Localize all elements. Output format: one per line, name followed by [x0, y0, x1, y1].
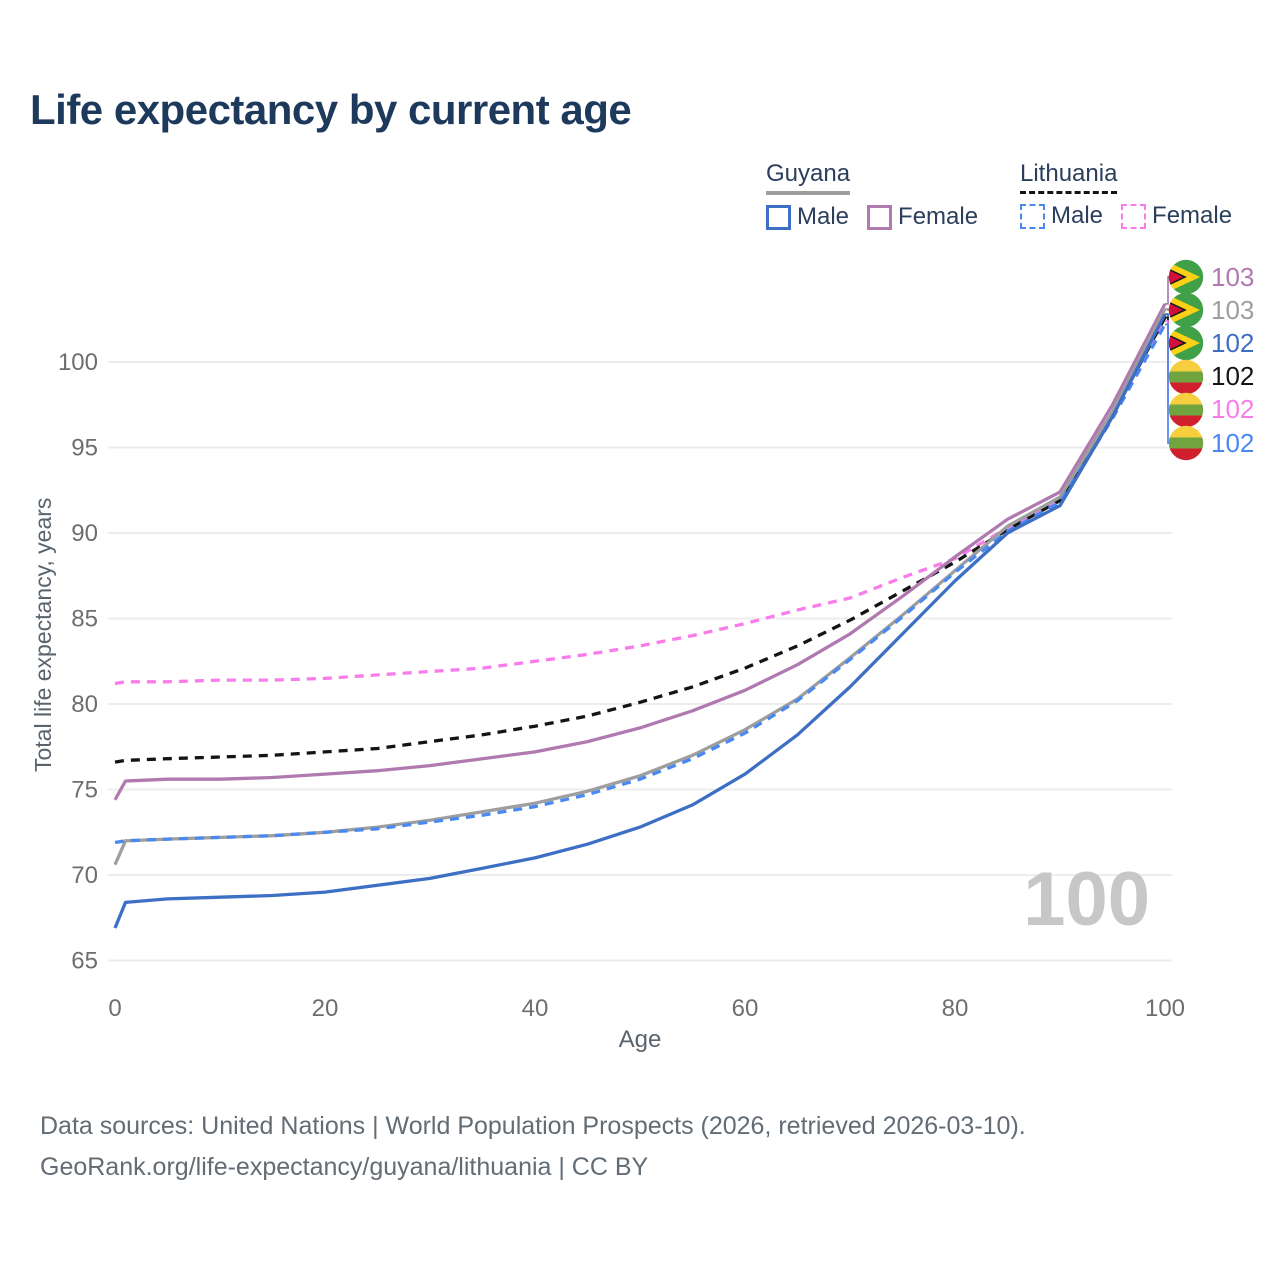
legend-label-lithuania-female: Female: [1152, 202, 1233, 229]
end-label-guyana_male: 102: [1168, 325, 1254, 361]
x-tick-100: 100: [1145, 995, 1185, 1022]
flag-lithuania-icon: [1168, 359, 1204, 394]
legend-label-guyana-female: Female: [898, 203, 979, 230]
legend-item-lithuania-female[interactable]: Female: [1121, 202, 1232, 230]
x-tick-80: 80: [942, 995, 969, 1022]
end-label-lithuania_female: 102: [1168, 392, 1254, 428]
x-tick-0: 0: [108, 995, 121, 1022]
series-line-lithuania_female[interactable]: [114, 320, 1167, 686]
end-label-lithuania_male: 102: [1168, 425, 1254, 461]
legend-header-guyana: Guyana: [766, 160, 851, 195]
legend-group-guyana: Guyana Male Female: [766, 160, 978, 231]
legend-swatch-guyana-male: [766, 204, 791, 230]
series-line-guyana_female[interactable]: [113, 303, 1167, 801]
legend-item-guyana-male[interactable]: Male: [766, 203, 849, 231]
flag-lithuania-icon: [1168, 425, 1204, 461]
series-line-lithuania_male[interactable]: [114, 323, 1167, 845]
footer-data-sources: Data sources: United Nations | World Pop…: [40, 1112, 1026, 1140]
y-tick-80: 80: [71, 691, 98, 718]
y-tick-70: 70: [71, 862, 98, 889]
end-value-guyana_male: 102: [1211, 327, 1255, 358]
legend-header-lithuania: Lithuania: [1020, 160, 1118, 194]
watermark-age-100: 100: [1023, 857, 1150, 942]
legend-swatch-lithuania-male: [1020, 203, 1045, 229]
x-tick-20: 20: [312, 995, 339, 1022]
legend-label-guyana-male: Male: [797, 203, 850, 230]
end-value-lithuania_male: 102: [1211, 427, 1255, 458]
y-tick-85: 85: [71, 606, 98, 633]
flag-guyana-icon: [1168, 292, 1204, 328]
end-value-lithuania_total: 102: [1211, 361, 1255, 392]
legend-item-lithuania-male[interactable]: Male: [1020, 202, 1103, 230]
x-tick-60: 60: [732, 995, 759, 1022]
end-value-lithuania_female: 102: [1211, 394, 1255, 425]
y-tick-65: 65: [71, 948, 98, 975]
page-title: Life expectancy by current age: [30, 86, 632, 133]
y-tick-75: 75: [71, 777, 98, 804]
legend-swatch-lithuania-female: [1121, 203, 1147, 229]
y-tick-95: 95: [71, 435, 98, 462]
legend-label-lithuania-male: Male: [1051, 202, 1104, 229]
y-tick-100: 100: [58, 349, 98, 376]
legend-swatch-guyana-female: [867, 204, 893, 230]
end-value-guyana_female: 103: [1211, 261, 1255, 292]
x-axis-title: Age: [618, 1026, 662, 1053]
legend-item-guyana-female[interactable]: Female: [867, 203, 978, 231]
series-line-guyana_male[interactable]: [113, 313, 1167, 929]
series-line-lithuania_total[interactable]: [114, 316, 1167, 764]
flag-guyana-icon: [1168, 326, 1204, 361]
flag-guyana-icon: [1168, 259, 1204, 295]
legend-group-lithuania: Lithuania Male Female: [1020, 160, 1232, 230]
x-tick-40: 40: [522, 995, 549, 1022]
end-label-guyana_total: 103: [1168, 292, 1254, 328]
y-axis-title: Total life expectancy, years: [30, 497, 56, 772]
y-tick-90: 90: [71, 520, 98, 547]
series-line-guyana_total[interactable]: [113, 308, 1167, 866]
end-label-guyana_female: 103: [1168, 259, 1254, 295]
footer-attribution: GeoRank.org/life-expectancy/guyana/lithu…: [40, 1153, 649, 1182]
end-label-lithuania_total: 102: [1168, 359, 1254, 395]
flag-lithuania-icon: [1168, 392, 1204, 427]
footer: Data sources: United Nations | World Pop…: [40, 1106, 1026, 1189]
end-value-guyana_total: 103: [1211, 294, 1255, 325]
